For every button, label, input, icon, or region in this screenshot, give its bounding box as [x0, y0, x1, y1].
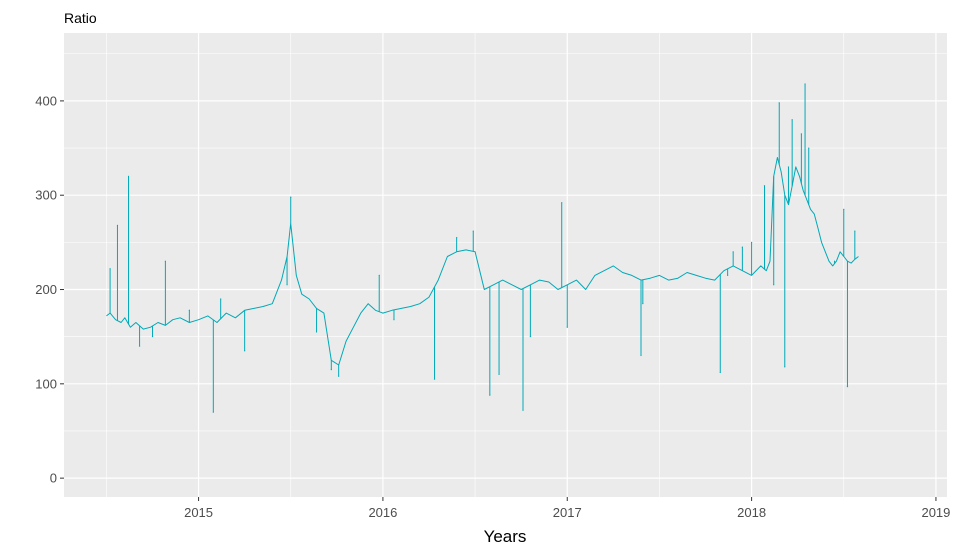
x-axis: 2015 2016 2017 2018 2019	[184, 497, 950, 520]
ratio-spike-point	[338, 375, 340, 377]
y-tick-label: 400	[35, 93, 57, 108]
ratio-spike-point	[212, 411, 214, 413]
ratio-spike-point	[804, 83, 806, 85]
ratio-spike-point	[138, 345, 141, 347]
x-tick-label: 2015	[184, 505, 213, 520]
ratio-spike-point	[393, 319, 395, 321]
ratio-spike-point	[244, 350, 246, 352]
ratio-spike-point	[116, 224, 119, 226]
ratio-series-line	[106, 157, 859, 366]
ratio-spike-point	[378, 274, 380, 276]
ratio-spike-point	[640, 354, 642, 357]
y-tick-label: 200	[35, 282, 57, 297]
ratio-spike-point	[642, 303, 644, 305]
ratio-spike-point	[127, 175, 130, 177]
x-tick-label: 2016	[368, 505, 397, 520]
ratio-spike-point	[787, 166, 790, 168]
grid-minor	[64, 33, 947, 497]
ratio-spike-point	[522, 409, 524, 411]
ratio-spike-point	[750, 241, 753, 243]
x-tick-label: 2019	[921, 505, 950, 520]
series-layer	[106, 83, 859, 413]
ratio-spike-point	[330, 369, 332, 371]
ratio-spike-point	[846, 386, 849, 388]
x-axis-title: Years	[484, 527, 527, 546]
ratio-spike-point	[741, 246, 743, 248]
ratio-spike-point	[773, 284, 775, 286]
ratio-spike-point	[286, 284, 288, 286]
plot-panel	[64, 33, 947, 497]
ratio-spike-point	[498, 373, 500, 375]
ratio-spike-point	[719, 371, 721, 374]
ratio-spike-point	[529, 336, 531, 338]
ratio-spike-point	[763, 185, 766, 187]
ratio-spike-point	[220, 298, 222, 300]
ratio-spike-point	[561, 202, 563, 204]
ratio-spike-point	[472, 230, 474, 232]
ratio-spike-point	[800, 133, 802, 135]
chart-title: Ratio	[64, 10, 97, 26]
ratio-spike-point	[833, 260, 836, 262]
ratio-spike-point	[489, 394, 491, 396]
x-tick-label: 2017	[553, 505, 582, 520]
y-tick-label: 300	[35, 188, 57, 203]
y-axis: 0 100 200 300 400	[35, 93, 64, 486]
ratio-spike-point	[566, 326, 568, 328]
y-tick-label: 0	[50, 471, 57, 486]
ratio-spike-point	[290, 196, 292, 198]
grid-major	[64, 33, 947, 497]
ratio-spike-point	[843, 208, 845, 210]
ratio-spike-point	[784, 366, 786, 368]
ratio-spike-point	[109, 268, 111, 270]
ratio-spike-point	[456, 237, 458, 239]
ratio-spike-point	[164, 260, 166, 262]
ratio-spike-point	[433, 378, 436, 380]
ratio-spike-point	[188, 309, 190, 311]
ratio-spike-point	[791, 119, 793, 121]
ratio-spike-point	[778, 102, 780, 104]
ratio-spike-point	[315, 331, 318, 333]
ratio-spike-point	[854, 230, 856, 232]
ratio-spike-point	[151, 336, 154, 338]
ratio-spike-point	[727, 274, 729, 276]
y-tick-label: 100	[35, 376, 57, 391]
ratio-spike-point	[732, 251, 734, 253]
x-tick-label: 2018	[737, 505, 766, 520]
ratio-spike-point	[808, 147, 810, 149]
